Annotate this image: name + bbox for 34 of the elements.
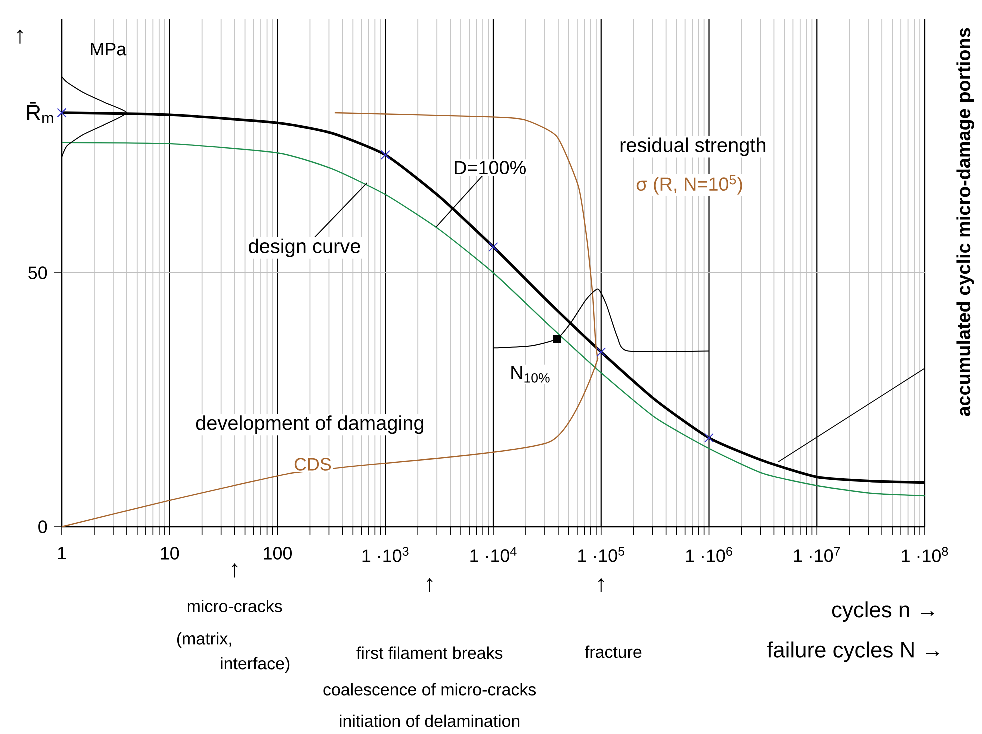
x-axis-title: cycles n → (832, 602, 934, 622)
y-tick-label: 50 (28, 266, 48, 280)
annotation: D=100% (455, 161, 526, 175)
x-tick-label: 1 ·10$^{8}$ (902, 547, 948, 562)
text: initiation of delamination (340, 714, 520, 728)
text: failure cycles N → (767, 642, 940, 662)
x-tick-label: 1 ·10$^{6}$ (686, 547, 732, 562)
annotation: development of damaging (196, 416, 424, 434)
x-tick-label: 1 ·10$^{4}$ (470, 547, 517, 562)
annotation: σ (R, N=10$^{5}$) (636, 175, 742, 195)
y-axis-title: MPa (91, 43, 127, 56)
text: ↑ (598, 578, 604, 593)
annotation: residual strength (620, 138, 766, 156)
text: micro-cracks (188, 600, 282, 612)
x-tick-label: 1 (58, 547, 66, 560)
text: ↑ (232, 564, 238, 578)
text: R̄$_{m}$ (28, 102, 54, 124)
y-tick-label: 0 (38, 520, 48, 534)
text: first filament breaks (356, 646, 503, 660)
x-tick-label: 100 (264, 547, 292, 560)
text: (matrix, (177, 632, 232, 648)
annotation: design curve (249, 238, 360, 258)
x-tick-label: 10 (161, 547, 180, 560)
text: interface) (221, 657, 290, 674)
x-tick-label: 1 ·10$^{7}$ (794, 547, 840, 562)
text: coalescence of micro-cracks (324, 683, 536, 696)
x-tick-label: 1 ·10$^{5}$ (578, 547, 625, 562)
annotation: N$_{10%}$ (512, 366, 550, 383)
text: ↑ (17, 30, 24, 44)
annotation: CDS (294, 458, 332, 471)
text: ↑ (427, 578, 433, 593)
x-tick-label: 1 ·10$^{3}$ (362, 547, 409, 562)
y2-axis-title: accumulated cyclic micro-damage portions (956, 28, 974, 416)
text: fracture (585, 646, 642, 658)
